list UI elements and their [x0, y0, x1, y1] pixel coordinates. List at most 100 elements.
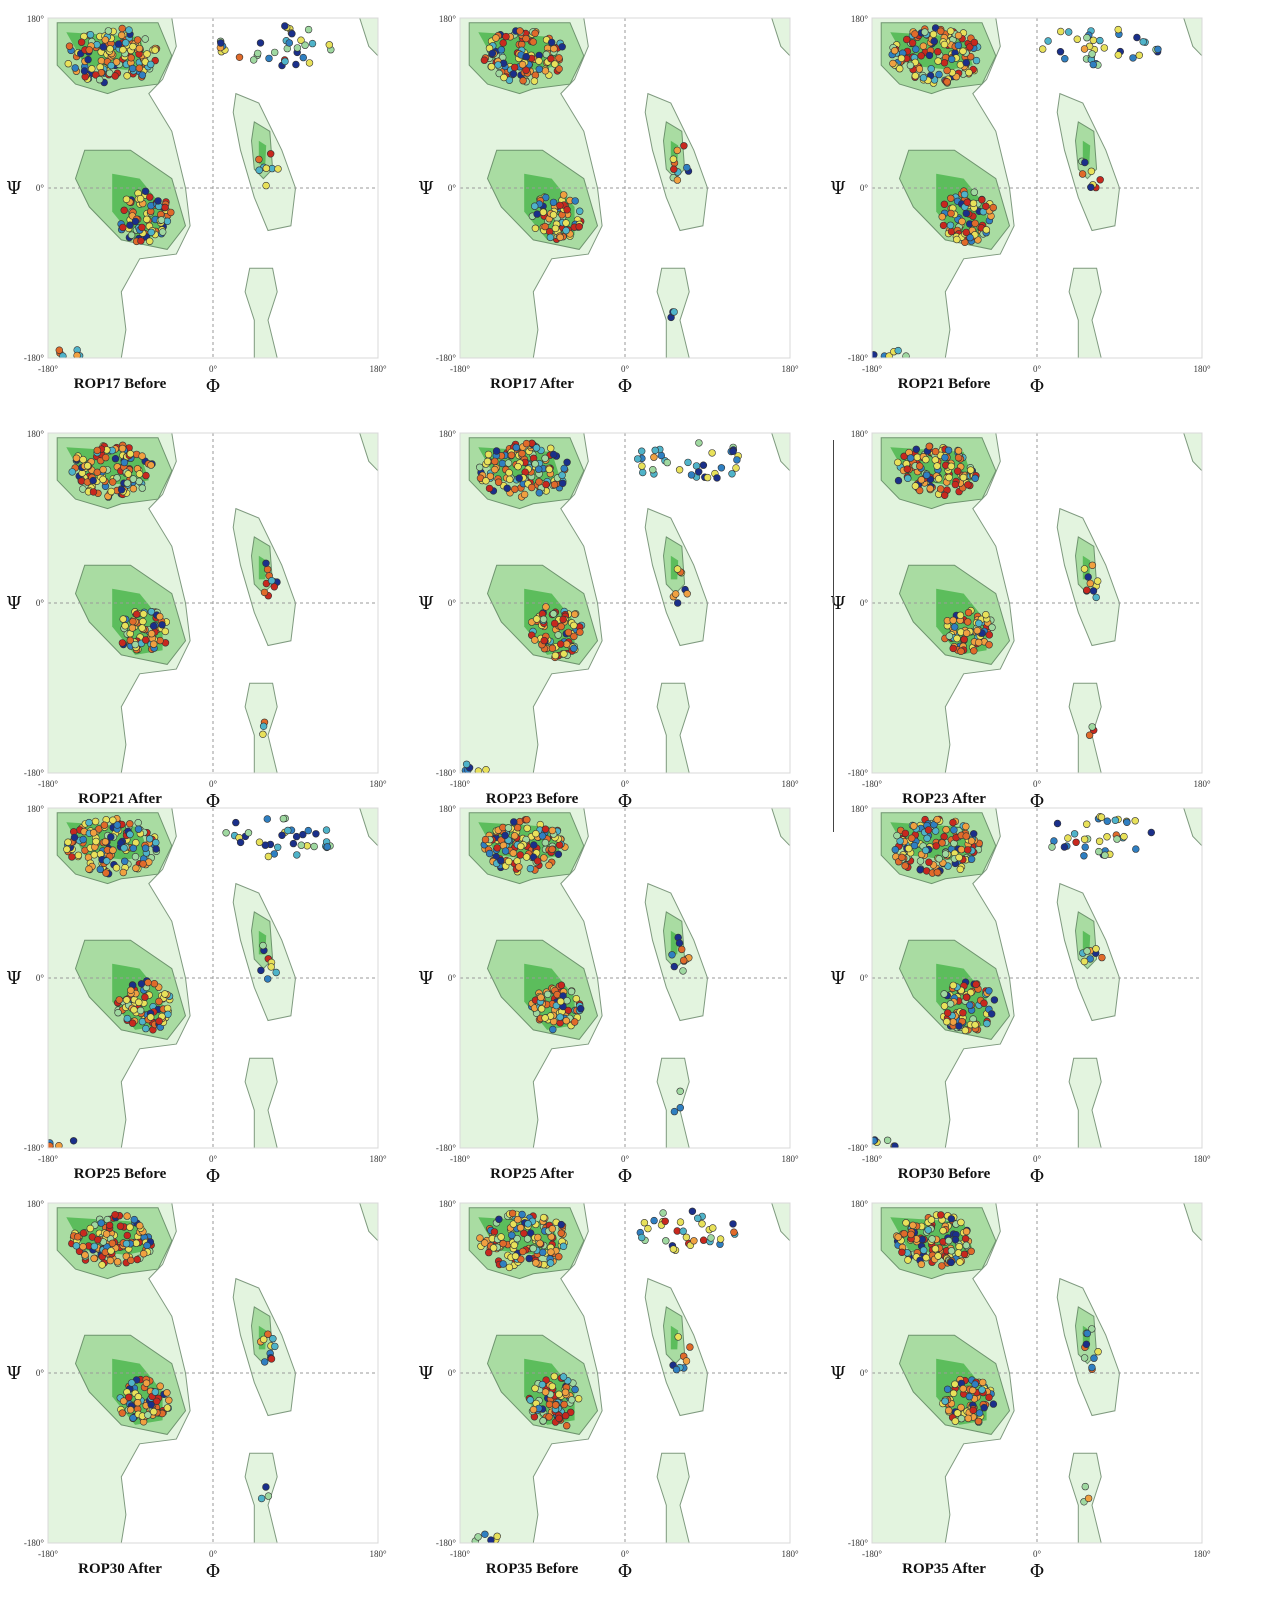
residue-point: [548, 845, 556, 853]
residue-point: [1088, 1363, 1096, 1372]
residue-point: [481, 835, 490, 844]
y-max-tick: 180°: [27, 804, 45, 814]
residue-point: [522, 52, 530, 61]
allowed-region: [771, 808, 790, 847]
residue-point: [518, 1210, 526, 1219]
residue-point: [526, 1396, 535, 1404]
residue-point: [944, 1406, 953, 1415]
residue-point: [954, 454, 963, 462]
x-mid-tick: 0°: [209, 1549, 218, 1559]
residue-point: [548, 644, 557, 653]
residue-point: [263, 815, 271, 823]
residue-point: [96, 865, 105, 874]
residue-point: [85, 865, 93, 873]
residue-point: [94, 1236, 102, 1244]
residue-point: [915, 65, 924, 73]
residue-point: [135, 64, 144, 72]
residue-point: [906, 454, 915, 462]
residue-point: [480, 1239, 489, 1247]
residue-point: [133, 1255, 142, 1264]
residue-point: [911, 482, 920, 490]
allowed-region: [1068, 267, 1102, 358]
residue-point: [966, 43, 974, 51]
residue-point: [947, 462, 956, 470]
residue-point: [485, 484, 494, 493]
residue-point: [101, 453, 110, 462]
residue-point: [538, 1380, 547, 1389]
residue-point: [542, 193, 550, 202]
residue-point: [146, 193, 154, 201]
residue-point: [121, 39, 130, 47]
residue-point: [638, 447, 646, 455]
residue-point: [541, 454, 549, 462]
y-max-tick: 180°: [27, 1199, 45, 1209]
residue-point: [634, 455, 642, 463]
residue-point: [562, 226, 570, 235]
residue-point: [484, 450, 493, 459]
residue-point: [129, 42, 137, 51]
residue-point: [269, 1335, 277, 1343]
residue-point: [511, 1252, 520, 1260]
residue-point: [116, 1222, 125, 1230]
residue-point: [484, 1248, 493, 1257]
residue-point: [125, 26, 133, 34]
residue-point: [131, 640, 140, 649]
residue-point: [113, 1258, 122, 1266]
residue-point: [299, 830, 307, 839]
residue-point: [560, 464, 568, 473]
residue-point: [474, 1533, 482, 1541]
residue-point: [120, 206, 128, 215]
residue-point: [288, 30, 296, 38]
residue-point: [136, 1006, 145, 1015]
residue-point: [262, 559, 270, 568]
residue-point: [669, 155, 678, 163]
residue-point: [541, 67, 550, 75]
y-min-tick: -180°: [848, 1538, 868, 1548]
residue-point: [537, 1005, 546, 1013]
panel-title: ROP21 After: [78, 791, 162, 807]
residue-point: [535, 65, 544, 73]
x-axis-symbol: Φ: [618, 1561, 633, 1582]
ramachandran-plot: 180° 0° -180°-180° 0° 180° Ψ Φ ROP35 Before: [418, 1199, 799, 1582]
x-max-tick: 180°: [369, 1154, 387, 1164]
residue-point: [158, 621, 166, 629]
residue-point: [71, 64, 79, 72]
residue-point: [498, 459, 507, 468]
residue-point: [142, 471, 150, 480]
residue-point: [1083, 1329, 1091, 1338]
residue-point: [549, 450, 558, 459]
residue-point: [495, 1215, 503, 1223]
residue-point: [933, 815, 941, 824]
residue-point: [949, 644, 957, 653]
residue-point: [122, 996, 131, 1004]
residue-point: [65, 42, 74, 50]
residue-point: [107, 487, 116, 496]
residue-point: [80, 67, 89, 75]
residue-point: [135, 470, 144, 478]
x-max-tick: 180°: [781, 1549, 799, 1559]
residue-point: [949, 818, 957, 827]
residue-point: [497, 1233, 505, 1241]
residue-point: [1083, 820, 1091, 828]
residue-point: [555, 841, 564, 849]
residue-point: [156, 612, 164, 621]
residue-point: [254, 49, 262, 58]
residue-point: [519, 1247, 527, 1256]
residue-point: [259, 722, 268, 730]
residue-point: [662, 1237, 670, 1245]
residue-point: [118, 24, 126, 33]
residue-point: [1044, 37, 1052, 45]
residue-point: [682, 1233, 691, 1241]
residue-point: [690, 1237, 698, 1245]
residue-point: [673, 176, 682, 184]
residue-point: [499, 39, 507, 47]
residue-point: [559, 1242, 568, 1250]
residue-point: [988, 623, 996, 632]
residue-point: [688, 1207, 697, 1215]
residue-point: [978, 196, 986, 204]
ramachandran-panel: 180° 0° -180° -180° 0° 180° Ψ Φ ROP17 After: [412, 10, 812, 400]
residue-point: [107, 833, 115, 841]
residue-point: [551, 651, 560, 660]
x-max-tick: 180°: [1193, 779, 1211, 789]
residue-point: [272, 968, 280, 977]
